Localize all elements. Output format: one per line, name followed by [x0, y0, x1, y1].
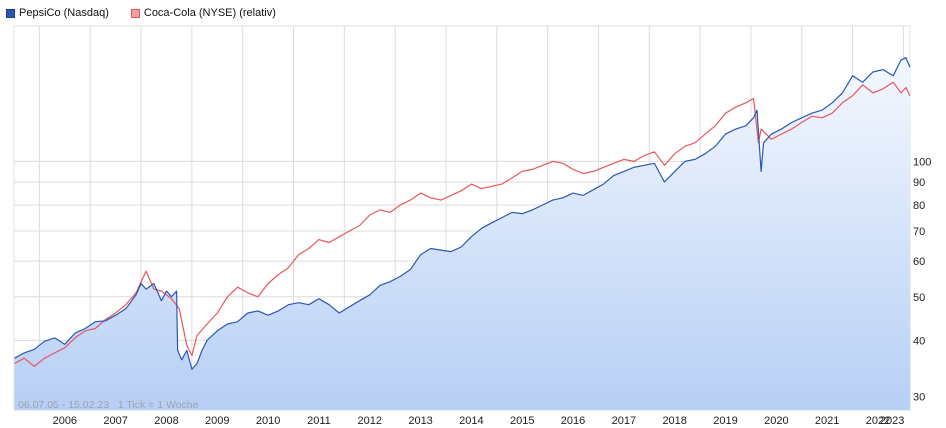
chart-footnote: 06.07.05 - 15.02.23 1 Tick = 1 Woche — [18, 399, 199, 411]
x-tick-label: 2011 — [307, 415, 331, 427]
x-tick-label: 2014 — [459, 415, 483, 427]
coke-swatch-icon — [130, 8, 140, 18]
x-tick-label: 2022 — [866, 415, 890, 427]
x-tick-label: 2006 — [53, 415, 77, 427]
chart-legend: PepsiCo (Nasdaq) Coca-Cola (NYSE) (relat… — [6, 7, 276, 19]
y-axis-labels: 30 40 50 60 70 80 90 100 — [913, 156, 931, 403]
legend-label-coke: Coca-Cola (NYSE) (relativ) — [143, 7, 276, 19]
x-tick-label: 2007 — [103, 415, 127, 427]
x-tick-label: 2020 — [764, 415, 788, 427]
x-tick-label: 2015 — [510, 415, 534, 427]
pepsi-area-fill — [14, 57, 910, 410]
x-tick-label: 2023 — [880, 415, 904, 427]
y-tick-label: 90 — [913, 177, 925, 189]
x-tick-label: 2021 — [815, 415, 839, 427]
y-tick-label: 30 — [913, 392, 925, 404]
x-tick-label: 2019 — [713, 415, 737, 427]
x-tick-label: 2012 — [358, 415, 382, 427]
series-lines — [14, 57, 911, 370]
x-tick-label: 2016 — [561, 415, 585, 427]
series-area-pepsi — [14, 57, 910, 410]
x-tick-label: 2013 — [408, 415, 432, 427]
legend-item-pepsi[interactable]: PepsiCo (Nasdaq) — [6, 7, 109, 19]
x-tick-label: 2010 — [256, 415, 280, 427]
y-tick-label: 40 — [913, 335, 925, 347]
x-tick-label: 2018 — [662, 415, 686, 427]
y-tick-label: 50 — [913, 292, 925, 304]
x-axis-labels: 2006 2007 2008 2009 2010 2011 2012 2013 2014 2015… — [53, 415, 905, 427]
x-tick-label: 2009 — [205, 415, 229, 427]
x-tick-label: 2008 — [154, 415, 178, 427]
y-tick-label: 60 — [913, 256, 925, 268]
y-tick-label: 100 — [913, 156, 931, 168]
legend-label-pepsi: PepsiCo (Nasdaq) — [19, 7, 109, 19]
x-tick-label: 2017 — [612, 415, 636, 427]
series-line-coke[interactable] — [14, 81, 911, 367]
pepsi-swatch-icon — [6, 8, 15, 18]
y-tick-label: 80 — [913, 200, 925, 212]
series-line-pepsi[interactable] — [14, 57, 911, 370]
y-tick-label: 70 — [913, 226, 925, 238]
legend-item-coke[interactable]: Coca-Cola (NYSE) (relativ) — [130, 7, 276, 19]
